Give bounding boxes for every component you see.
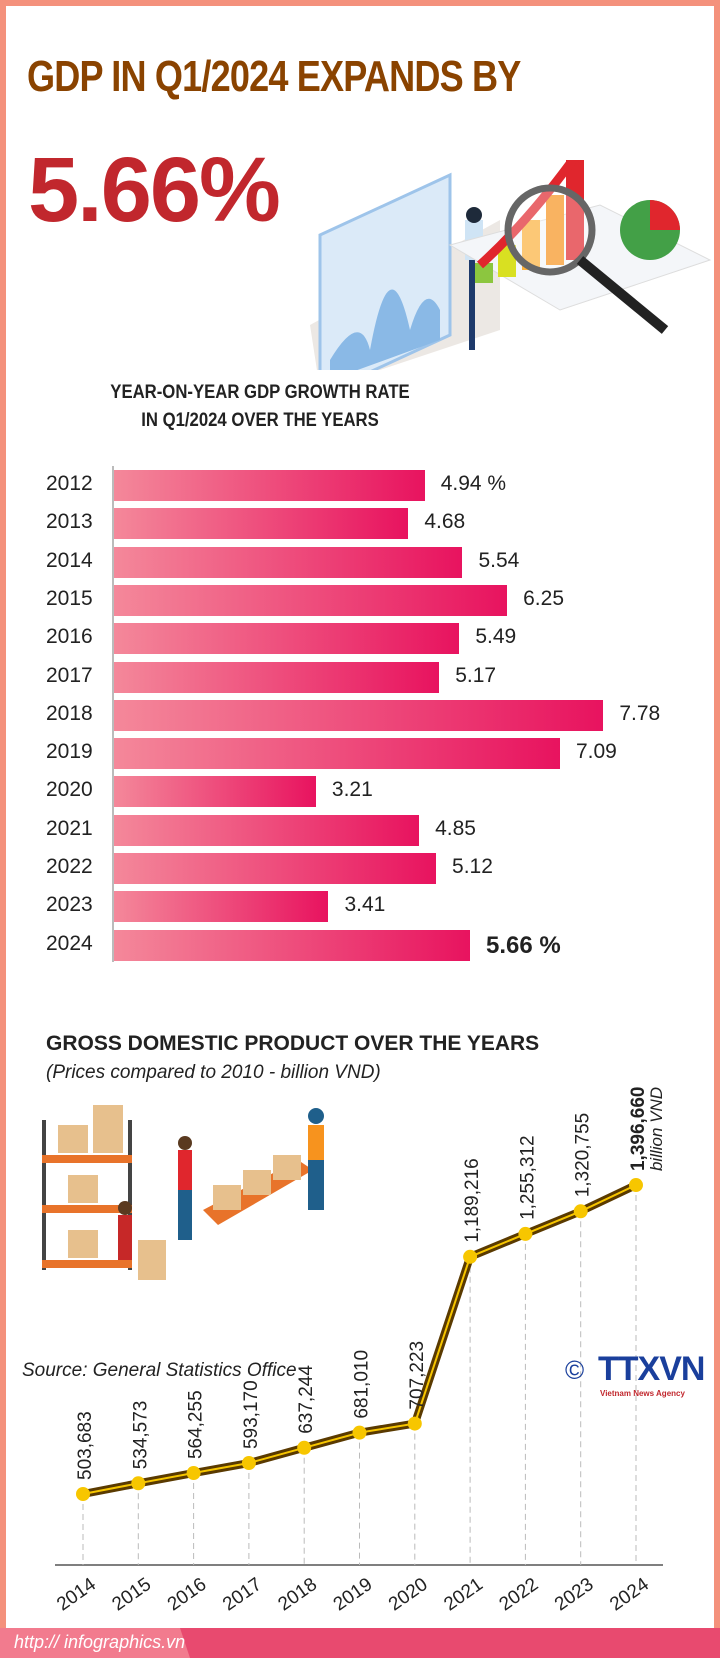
point-value-label: 1,320,755	[573, 1113, 594, 1198]
bar-year-label: 2014	[46, 548, 93, 572]
point-2017	[241, 1456, 256, 1471]
x-tick-label: 2021	[440, 1574, 487, 1615]
point-2019	[352, 1425, 367, 1440]
bar-value-label: 4.94 %	[440, 472, 507, 495]
point-2023	[573, 1204, 588, 1219]
point-value-label: 1,189,216	[462, 1158, 483, 1243]
bar-2021	[114, 814, 420, 846]
point-value-label: 534,573	[130, 1401, 151, 1470]
line-chart-title: GROSS DOMESTIC PRODUCT OVER THE YEARS	[46, 1032, 540, 1055]
bar-year-label: 2021	[46, 816, 93, 840]
x-tick-label: 2014	[53, 1574, 100, 1616]
point-2021	[463, 1249, 478, 1264]
unit-label: billion VND	[647, 1087, 666, 1171]
copyright-icon: ©	[565, 1355, 585, 1385]
bar-2015	[114, 584, 508, 616]
bar-value-label: 7.09	[575, 740, 617, 764]
bar-value-label: 5.12	[452, 855, 493, 878]
ttxvn-logo: TTXVN	[598, 1350, 705, 1388]
point-value-label: 1,255,312	[517, 1135, 538, 1220]
x-tick-label: 2022	[496, 1574, 543, 1615]
x-tick-label: 2015	[108, 1574, 155, 1615]
point-2024	[629, 1178, 643, 1193]
bar-year-label: 2019	[46, 740, 93, 764]
bar-2024	[114, 929, 470, 961]
logo-subtitle: Vietnam News Agency	[600, 1389, 685, 1398]
point-value-label: 1,396,660	[628, 1086, 649, 1171]
bar-2019	[114, 738, 560, 770]
bar-year-label: 2016	[46, 625, 93, 649]
analytics-illustration	[310, 160, 712, 370]
bar-2014	[114, 546, 463, 578]
bar-year-label: 2013	[46, 510, 93, 534]
x-tick-label: 2018	[274, 1574, 321, 1615]
x-tick-label: 2019	[330, 1574, 377, 1615]
point-value-label: 593,170	[241, 1380, 262, 1449]
bar-year-label: 2024	[46, 931, 93, 955]
point-value-label: 564,255	[186, 1390, 207, 1459]
bar-2020	[114, 776, 316, 808]
bar-2016	[114, 623, 460, 655]
bar-value-label: 5.17	[455, 663, 497, 687]
bar-2023	[114, 891, 329, 923]
source-note: Source: General Statistics Office	[22, 1360, 297, 1381]
x-tick-label: 2024	[606, 1574, 653, 1616]
bar-year-label: 2020	[46, 778, 93, 802]
footer-url-tab	[0, 1628, 190, 1658]
bar-2012	[114, 470, 425, 501]
point-value-label: 681,010	[352, 1350, 373, 1419]
point-2020	[407, 1416, 422, 1431]
point-2018	[297, 1440, 312, 1455]
bar-value-label: 5.66 %	[486, 931, 561, 959]
bar-2013	[114, 508, 409, 540]
bar-year-label: 2018	[46, 701, 93, 725]
point-value-label: 707,223	[407, 1341, 428, 1410]
bar-year-label: 2022	[46, 855, 93, 878]
bar-year-label: 2015	[46, 586, 93, 610]
bar-value-label: 6.25	[523, 586, 564, 610]
bar-value-label: 3.21	[331, 778, 373, 802]
bar-value-label: 3.41	[344, 893, 386, 917]
line-chart-subtitle: (Prices compared to 2010 - billion VND)	[46, 1062, 381, 1083]
bar-year-label: 2012	[46, 472, 93, 495]
bar-chart-title-line2: IN Q1/2024 OVER THE YEARS	[141, 410, 379, 431]
bar-2022	[114, 853, 437, 884]
point-2016	[186, 1466, 201, 1481]
point-2022	[518, 1226, 533, 1241]
footer-url[interactable]: http:// infographics.vn	[14, 1632, 186, 1652]
x-tick-label: 2020	[385, 1574, 432, 1615]
bar-value-label: 7.78	[619, 701, 661, 725]
bar-2018	[114, 699, 604, 731]
bar-value-label: 5.54	[478, 548, 520, 572]
point-value-label: 637,244	[296, 1365, 317, 1434]
x-tick-label: 2023	[551, 1574, 598, 1615]
point-2015	[131, 1476, 146, 1491]
bar-2017	[114, 661, 440, 693]
x-tick-label: 2017	[219, 1574, 266, 1615]
x-tick-label: 2016	[164, 1574, 211, 1615]
page-title: GDP IN Q1/2024 EXPANDS BY	[27, 52, 521, 101]
point-2014	[76, 1487, 90, 1501]
bar-chart-title-line1: YEAR-ON-YEAR GDP GROWTH RATE	[110, 382, 410, 403]
bar-year-label: 2023	[46, 893, 93, 917]
warehouse-illustration	[42, 1105, 324, 1280]
headline-value: 5.66%	[28, 139, 281, 241]
point-value-label: 503,683	[75, 1411, 96, 1480]
bar-value-label: 4.68	[424, 510, 466, 534]
bar-year-label: 2017	[46, 663, 93, 687]
bar-value-label: 5.49	[475, 625, 517, 649]
bar-value-label: 4.85	[435, 816, 476, 840]
bar-chart-axis	[112, 466, 114, 962]
